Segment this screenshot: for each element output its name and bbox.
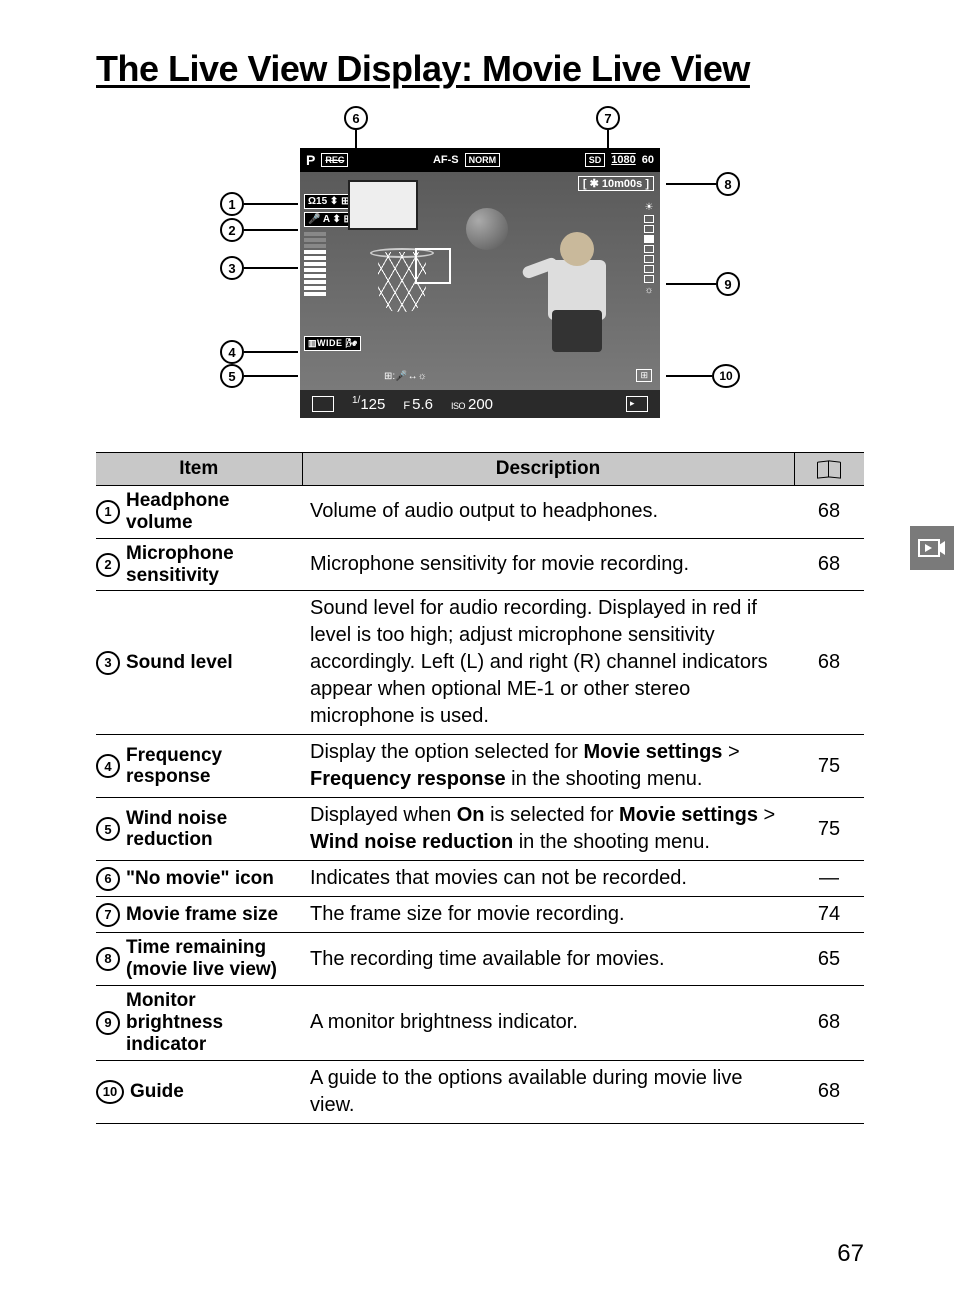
row-number: 8 [96,947,120,971]
callout-3: 3 [220,256,244,280]
item-name: Monitor brightness indicator [126,990,294,1056]
sound-level-meter [304,232,326,298]
row-number: 9 [96,1011,120,1035]
movie-tab-icon [918,537,946,559]
table-row: 9Monitor brightness indicatorA monitor b… [96,986,864,1061]
item-page: 68 [794,486,864,539]
focus-rectangle [415,248,451,284]
page-title: The Live View Display: Movie Live View [96,48,864,90]
lcd-top-bar: P REC AF-S NORM SD 1080 60 [300,148,660,172]
row-number: 1 [96,500,120,524]
table-row: 2Microphone sensitivityMicrophone sensit… [96,538,864,591]
wide-wind-overlay: ▥WIDE 🌬 [304,336,361,351]
aperture: F5.6 [403,396,433,413]
scene-ball [466,208,508,250]
callout-10: 10 [712,364,740,388]
item-name: Movie frame size [126,904,278,926]
col-page [794,453,864,486]
mode-indicator: P [306,152,315,168]
reference-table: Item Description 1Headphone volumeVolume… [96,452,864,1124]
row-number: 4 [96,754,120,778]
sd-card-icon: SD [585,153,606,167]
fps: 60 [642,154,654,166]
item-name: "No movie" icon [126,868,274,890]
row-number: 3 [96,651,120,675]
row-number: 10 [96,1080,124,1104]
item-page: 68 [794,591,864,735]
row-number: 5 [96,817,120,841]
table-row: 4Frequency responseDisplay the option se… [96,735,864,798]
quality-norm: NORM [465,153,501,167]
movie-mode-icon: ▸ [626,396,648,412]
guide-overlay: ⊞:🎤↔☼ [384,371,427,382]
book-icon [817,461,841,477]
item-description: Display the option selected for Movie se… [302,735,794,798]
callout-1: 1 [220,192,244,216]
row-number: 2 [96,553,120,577]
table-row: 3 Sound level Sound level for audio record… [96,591,864,735]
guide-badge-right: ⊞ [636,369,652,382]
col-item: Item [96,453,302,486]
table-row: 6 "No movie" icon Indicates that movies ca… [96,861,864,897]
table-row: 5Wind noise reductionDisplayed when On i… [96,798,864,861]
item-description: Volume of audio output to headphones. [302,486,794,539]
page-number: 67 [837,1240,864,1268]
item-page: 68 [794,538,864,591]
row-number: 7 [96,903,120,927]
callout-4: 4 [220,340,244,364]
lcd-diagram: 6 7 1 2 3 4 5 8 [220,106,740,446]
item-name: Microphone sensitivity [126,543,294,587]
af-mode: AF-S [433,154,459,166]
lcd-bottom-bar: 1/125 F5.6 ISO200 ▸ [300,390,660,418]
item-name: Time remaining (movie live view) [126,937,294,981]
table-row: 8Time remaining (movie live view)The rec… [96,933,864,986]
item-description: Indicates that movies can not be recorde… [302,861,794,897]
iso: ISO200 [451,396,493,413]
item-name: Frequency response [126,745,294,789]
metering-icon [312,396,334,412]
time-remaining: [ ✱ 10m00s ] [578,176,654,191]
item-page: 68 [794,986,864,1061]
callout-9: 9 [716,272,740,296]
item-page: 75 [794,735,864,798]
callout-7: 7 [596,106,620,130]
resolution: 1080 [611,154,635,166]
table-row: 7 Movie frame size The frame size for movi… [96,897,864,933]
item-page: 65 [794,933,864,986]
callout-2: 2 [220,218,244,242]
scene-child [530,232,620,362]
item-description: The recording time available for movies. [302,933,794,986]
item-name: Headphone volume [126,490,294,534]
item-page: 74 [794,897,864,933]
item-description: A monitor brightness indicator. [302,986,794,1061]
lcd-screen: P REC AF-S NORM SD 1080 60 [ ✱ 10m00s ] … [300,148,660,418]
item-description: A guide to the options available during … [302,1060,794,1123]
item-name: Wind noise reduction [126,808,294,852]
brightness-indicator: ☀ ☼ [642,202,656,342]
callout-5: 5 [220,364,244,388]
table-row: 10 Guide A guide to the options available … [96,1060,864,1123]
item-description: The frame size for movie recording. [302,897,794,933]
item-name: Guide [130,1081,184,1103]
item-page: — [794,861,864,897]
table-row: 1Headphone volumeVolume of audio output … [96,486,864,539]
no-movie-icon: REC [321,153,348,167]
col-description: Description [302,453,794,486]
item-description: Microphone sensitivity for movie recordi… [302,538,794,591]
scene-hoop [338,180,428,310]
callout-6: 6 [344,106,368,130]
item-description: Displayed when On is selected for Movie … [302,798,794,861]
item-name: Sound level [126,652,233,674]
item-page: 75 [794,798,864,861]
item-description: Sound level for audio recording. Display… [302,591,794,735]
item-page: 68 [794,1060,864,1123]
shutter-speed: 1/125 [352,395,385,413]
callout-8: 8 [716,172,740,196]
row-number: 6 [96,867,120,891]
section-tab [910,526,954,570]
